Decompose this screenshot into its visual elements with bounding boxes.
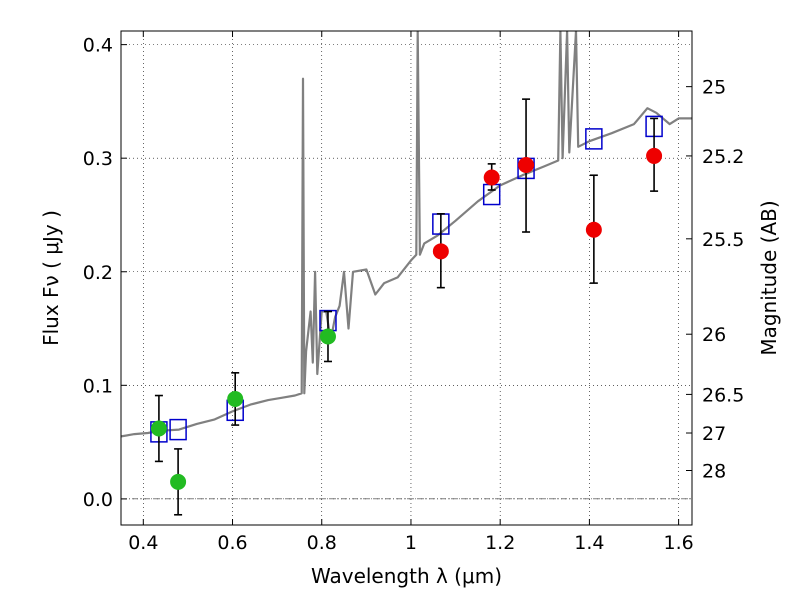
photometry-point bbox=[432, 243, 449, 260]
x-tick-label: 0.4 bbox=[128, 532, 158, 554]
photometry-point bbox=[518, 157, 535, 174]
photometry-point bbox=[150, 420, 167, 437]
right-tick-label: 28 bbox=[702, 460, 726, 482]
y-tick-label: 0.1 bbox=[83, 375, 113, 397]
y-tick-label: 0.4 bbox=[83, 35, 113, 57]
right-tick-label: 27 bbox=[702, 423, 726, 445]
spectrum-line bbox=[121, 31, 692, 438]
photometry-point bbox=[319, 328, 336, 345]
photometry-point bbox=[227, 390, 244, 407]
photometry-point bbox=[646, 147, 663, 164]
photometry-point bbox=[483, 169, 500, 186]
y-axis-label: Flux Fν ( μJy ) bbox=[39, 210, 63, 346]
right-tick-label: 26.5 bbox=[702, 384, 744, 406]
plot-frame bbox=[120, 30, 693, 526]
y-tick-label: 0.0 bbox=[83, 489, 113, 511]
right-tick-label: 25 bbox=[702, 77, 726, 99]
right-tick-label: 25.2 bbox=[702, 146, 744, 168]
y-tick-label: 0.3 bbox=[83, 148, 113, 170]
model-square-marker bbox=[585, 128, 603, 150]
right-tick-label: 25.5 bbox=[702, 229, 744, 251]
x-tick-label: 0.6 bbox=[217, 532, 247, 554]
x-tick-label: 1.4 bbox=[574, 532, 604, 554]
model-square-marker bbox=[169, 418, 187, 441]
x-tick-label: 1.6 bbox=[664, 532, 694, 554]
y-tick-label: 0.2 bbox=[83, 262, 113, 284]
x-tick-label: 1 bbox=[405, 532, 417, 554]
axis-ticks: 0.4 0.6 0.8 1 1.2 1.4 1.6 0.0 0.1 0.2 0.3 0.4 25 25.2… bbox=[83, 31, 744, 554]
x-tick-label: 1.2 bbox=[485, 532, 515, 554]
x-axis-label: Wavelength λ (μm) bbox=[311, 564, 502, 588]
photometry-point bbox=[585, 221, 602, 238]
right-axis-label: Magnitude (AB) bbox=[757, 200, 781, 355]
x-tick-label: 0.8 bbox=[307, 532, 337, 554]
photometry-point bbox=[170, 473, 187, 490]
right-tick-label: 26 bbox=[702, 324, 726, 346]
grid bbox=[121, 31, 692, 525]
plot-area bbox=[121, 31, 692, 516]
